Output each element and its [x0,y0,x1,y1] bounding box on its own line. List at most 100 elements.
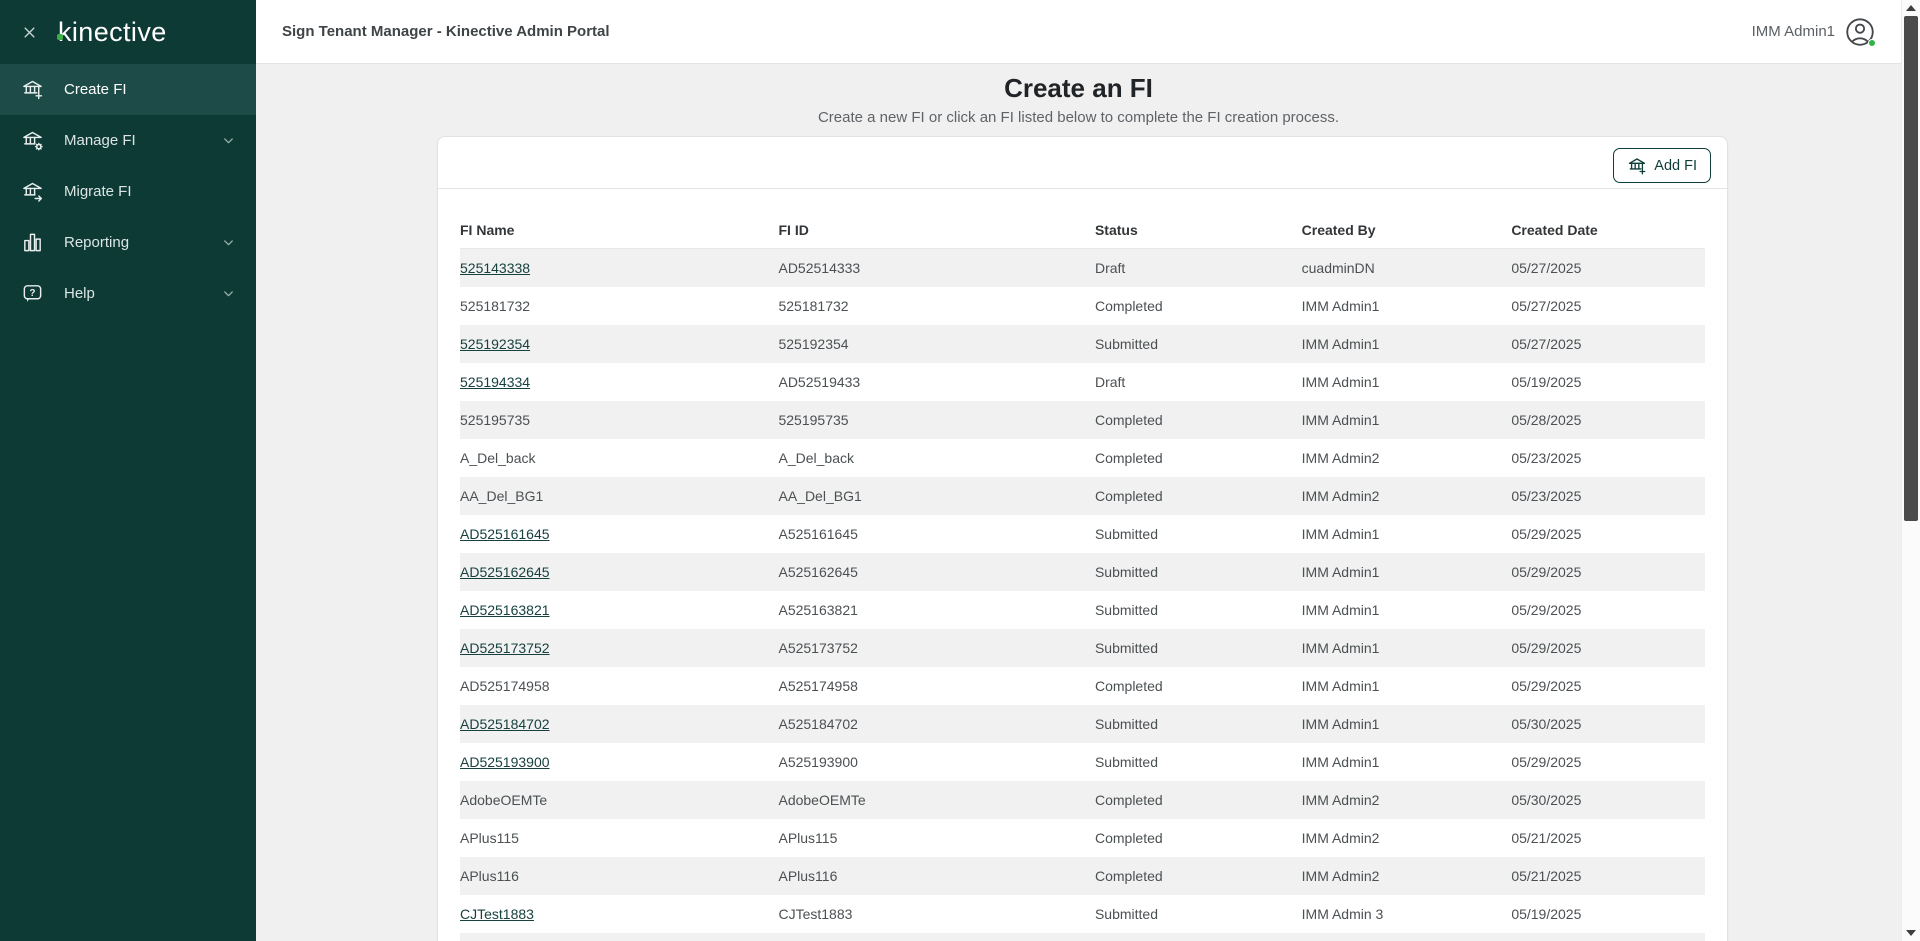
presence-dot [1868,38,1876,47]
created-date-cell: 05/27/2025 [1511,298,1582,314]
fi-name-link[interactable]: AD525184702 [460,716,550,732]
created-by-cell: IMM Admin 3 [1301,906,1384,922]
created-by-cell: IMM Admin2 [1301,792,1380,808]
fi-name-cell: AD525161645 [460,526,778,542]
table-header-row: FI Name FI ID Status Created By Created … [460,189,1705,249]
sidebar-item-migrate-fi[interactable]: Migrate FI [0,166,256,217]
table-row: A_Del_back A_Del_back Completed IMM Admin2 0… [460,439,1705,477]
fi-id-cell: A525193900 [778,754,858,770]
fi-name-link[interactable]: 525194334 [460,374,531,390]
created-date-cell: 05/29/2025 [1511,526,1582,542]
fi-name-cell: 525194334 [460,374,778,390]
scroll-up-arrow-icon[interactable] [1906,5,1916,11]
fi-name-cell: AdobeOEMTe [460,792,548,808]
fi-name-cell: APlus115 [460,830,519,846]
table-row: 525195735 525195735 Completed IMM Admin1 05/… [460,401,1705,439]
created-by-cell: cuadminDN [1301,260,1375,276]
fi-name-link[interactable]: AD525193900 [460,754,550,770]
created-by-cell: IMM Admin1 [1301,412,1380,428]
vertical-scrollbar[interactable] [1901,0,1920,941]
logo-text: kinective [58,16,167,47]
chevron-down-icon [221,133,236,148]
fi-name-cell: AD525163821 [460,602,778,618]
fi-name-link[interactable]: AD525162645 [460,564,550,580]
header-created-date: Created Date [1511,222,1598,238]
sidebar-item-reporting[interactable]: Reporting [0,217,256,268]
fi-name-link[interactable]: AD525163821 [460,602,550,618]
created-date-cell: 05/23/2025 [1511,488,1582,504]
close-icon[interactable] [18,21,40,43]
header-fi-id: FI ID [778,222,809,238]
scrollbar-thumb[interactable] [1904,16,1918,521]
table-row: AD525193900 A525193900 Submitted IMM Admin1… [460,743,1705,781]
fi-id-cell: AdobeOEMTe [778,792,866,808]
created-by-cell: IMM Admin2 [1301,450,1380,466]
sidebar-item-create-fi[interactable]: Create FI [0,64,256,115]
page-subtitle: Create a new FI or click an FI listed be… [817,109,1340,126]
table-row: CJTest1883 CJTest1883 Submitted IMM Admin 3… [460,895,1705,933]
fi-name-cell: AD525184702 [460,716,778,732]
created-date-cell: 05/27/2025 [1511,336,1582,352]
scroll-down-arrow-icon[interactable] [1906,930,1916,936]
user-menu[interactable]: IMM Admin1 [1752,17,1876,47]
sidebar: kinective Create FI Manage FI Migrate FI Re… [0,0,256,941]
status-cell: Completed [1094,298,1163,314]
fi-name-link[interactable]: AD525173752 [460,640,550,656]
sidebar-logo-row: kinective [0,0,256,64]
created-date-cell: 05/30/2025 [1511,792,1582,808]
fi-name-cell: A_Del_back [460,450,536,466]
sidebar-menu: Create FI Manage FI Migrate FI Reporting? He… [0,64,256,319]
created-date-cell: 05/21/2025 [1511,830,1582,846]
created-date-cell: 05/19/2025 [1511,374,1582,390]
created-date-cell: 05/19/2025 [1511,906,1582,922]
bank-arrow-icon [20,180,44,204]
fi-name-cell: AD525174958 [460,678,550,694]
fi-id-cell: APlus116 [778,868,838,884]
main-content: Create an FI Create a new FI or click an… [256,64,1901,941]
svg-text:?: ? [29,288,35,299]
fi-name-link[interactable]: CJTest1883 [460,906,534,922]
status-cell: Submitted [1094,716,1159,732]
created-date-cell: 05/30/2025 [1511,716,1582,732]
topbar-title: Sign Tenant Manager - Kinective Admin Po… [282,23,610,40]
created-date-cell: 05/29/2025 [1511,564,1582,580]
fi-name-cell: 525143338 [460,260,778,276]
fi-name-link[interactable]: 525192354 [460,336,531,352]
created-by-cell: IMM Admin1 [1301,374,1380,390]
fi-name-cell: CJTest1883 [460,906,778,922]
status-cell: Completed [1094,678,1163,694]
created-by-cell: IMM Admin2 [1301,868,1380,884]
fi-name-cell: AD525173752 [460,640,778,656]
table-body: 525143338 AD52514333 Draft cuadminDN 05/27/2… [460,249,1705,941]
status-cell: Submitted [1094,754,1159,770]
bar-chart-icon [20,231,44,255]
created-by-cell: IMM Admin1 [1301,336,1380,352]
header-created-by: Created By [1301,222,1376,238]
sidebar-item-help[interactable]: ? Help [0,268,256,319]
created-date-cell: 05/29/2025 [1511,754,1582,770]
page-title: Create an FI [1004,73,1153,103]
status-cell: Draft [1094,260,1126,276]
created-date-cell: 05/27/2025 [1511,260,1582,276]
sidebar-item-label: Manage FI [64,132,136,149]
created-by-cell: IMM Admin1 [1301,716,1380,732]
fi-id-cell: 525181732 [778,298,849,314]
status-cell: Submitted [1094,602,1159,618]
bank-plus-icon [20,78,44,102]
fi-name-link[interactable]: AD525161645 [460,526,550,542]
sidebar-item-manage-fi[interactable]: Manage FI [0,115,256,166]
table-row: 525143338 AD52514333 Draft cuadminDN 05/27/2… [460,249,1705,287]
table-row: AD525174958 A525174958 Completed IMM Admin1… [460,667,1705,705]
bank-plus-icon [1627,156,1647,176]
fi-name-link[interactable]: 525143338 [460,260,531,276]
profile-icon[interactable] [1845,17,1876,47]
fi-id-cell: A_Del_back [778,450,854,466]
card-toolbar: Add FI [438,137,1727,189]
fi-id-cell: A525174958 [778,678,858,694]
add-fi-button[interactable]: Add FI [1613,148,1711,183]
fi-id-cell: AA_Del_BG1 [778,488,862,504]
table-row-partial [460,933,1705,941]
created-date-cell: 05/29/2025 [1511,678,1582,694]
table-row: 525194334 AD52519433 Draft IMM Admin1 05/19/… [460,363,1705,401]
kinective-logo: kinective [56,16,167,47]
